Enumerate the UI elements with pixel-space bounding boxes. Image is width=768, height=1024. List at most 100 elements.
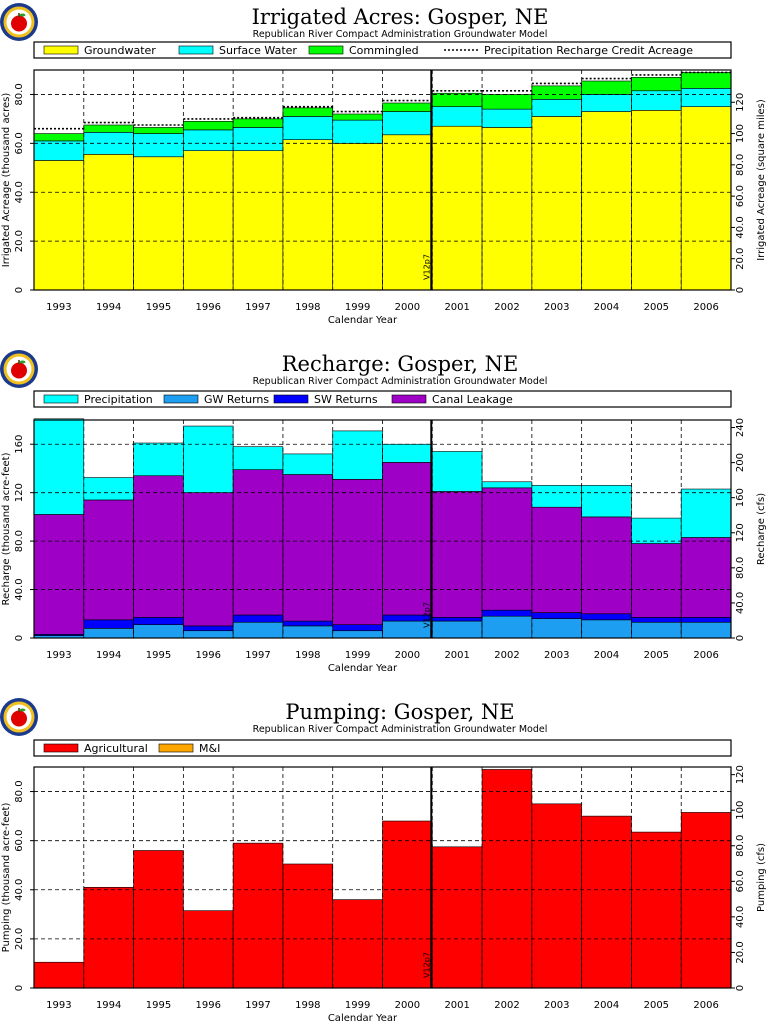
bar-segment-gw-returns	[431, 620, 483, 639]
legend-label: SW Returns	[314, 393, 378, 406]
bar-segment-surface-water	[531, 99, 582, 117]
logo-apple-stem	[18, 708, 20, 712]
bar-segment-groundwater	[431, 125, 483, 291]
bar-segment-gw-returns	[83, 628, 134, 639]
y-right-tick-label: 160	[735, 488, 746, 507]
apple-logo-icon	[0, 698, 38, 736]
y-right-tick-label: 80.0	[735, 154, 746, 176]
x-tick-label: 1996	[196, 1000, 221, 1011]
bar-segment-precipitation	[680, 488, 732, 538]
bar-segment-precipitation	[382, 443, 433, 463]
x-tick-label: 2002	[494, 1000, 519, 1011]
y-right-tick-label: 20.0	[735, 941, 746, 963]
bar-segment-canal-leakage	[33, 514, 85, 635]
bar-segment-sw-returns	[282, 620, 334, 627]
legend-label: Precipitation	[84, 393, 153, 406]
x-tick-label: 2006	[693, 302, 718, 313]
bar-segment-commingled	[183, 121, 234, 131]
bar-segment-gw-returns	[183, 630, 234, 639]
y-right-tick-label: 200	[735, 453, 746, 472]
x-tick-label: 2005	[644, 302, 669, 313]
x-tick-label: 1999	[345, 302, 370, 313]
bar-segment-commingled	[332, 113, 383, 121]
bar-segment-agricultural	[481, 769, 533, 989]
legend-label: Canal Leakage	[432, 393, 513, 406]
y-right-tick-label: 0	[735, 635, 746, 641]
bar-segment-canal-leakage	[332, 479, 383, 625]
bar-segment-commingled	[431, 92, 483, 107]
bar-segment-gw-returns	[332, 630, 383, 639]
logo-apple-leaf	[19, 360, 26, 364]
y-right-tick-label: 60.0	[735, 185, 746, 207]
logo-apple	[11, 710, 27, 727]
bar-segment-groundwater	[332, 143, 383, 291]
bar-segment-surface-water	[431, 106, 483, 127]
x-tick-label: 1997	[245, 650, 270, 661]
logo-apple	[11, 15, 27, 32]
x-tick-label: 1994	[96, 650, 121, 661]
y-right-tick-label: 120	[735, 765, 746, 784]
y-tick-label: 80.0	[14, 780, 25, 802]
y-axis-label-right: Irrigated Acreage (square miles)	[756, 99, 767, 261]
bar-segment-agricultural	[680, 812, 732, 989]
legend-label: GW Returns	[204, 393, 269, 406]
bar-segment-commingled	[282, 107, 334, 117]
y-tick-label: 120	[14, 483, 25, 502]
y-tick-label: 0	[14, 635, 25, 641]
y-tick-label: 20.0	[14, 928, 25, 950]
bar-segment-precipitation	[531, 485, 582, 508]
x-tick-label: 2001	[444, 1000, 469, 1011]
bar-segment-gw-returns	[133, 624, 184, 639]
legend-label: Agricultural	[84, 742, 148, 755]
x-tick-label: 1997	[245, 302, 270, 313]
bar-segment-commingled	[581, 80, 632, 95]
bar-segment-precipitation	[83, 477, 134, 501]
y-right-tick-label: 40.0	[735, 906, 746, 928]
x-tick-label: 1996	[196, 302, 221, 313]
bar-segment-sw-returns	[481, 609, 533, 617]
x-tick-label: 1995	[146, 1000, 171, 1011]
bar-segment-commingled	[631, 77, 682, 92]
x-tick-label: 1999	[345, 650, 370, 661]
y-tick-label: 60.0	[14, 830, 25, 852]
logo-apple	[11, 362, 27, 379]
x-tick-label: 2001	[444, 302, 469, 313]
legend-swatch	[43, 394, 79, 404]
x-tick-label: 1995	[146, 302, 171, 313]
legend-swatch	[158, 743, 194, 753]
x-tick-label: 1998	[295, 650, 320, 661]
bar-segment-agricultural	[83, 887, 134, 989]
bar-segment-surface-water	[33, 140, 85, 161]
bar-segment-sw-returns	[232, 614, 284, 623]
legend-box	[33, 390, 732, 408]
bar-segment-gw-returns	[282, 625, 334, 639]
x-tick-label: 2002	[494, 650, 519, 661]
x-tick-label: 2002	[494, 302, 519, 313]
x-tick-label: 2005	[644, 1000, 669, 1011]
bar-segment-canal-leakage	[133, 475, 184, 618]
y-tick-label: 40.0	[14, 879, 25, 901]
legend-swatch	[308, 45, 344, 55]
bar-segment-sw-returns	[133, 617, 184, 625]
x-tick-label: 2004	[594, 650, 619, 661]
y-right-tick-label: 20.0	[735, 248, 746, 270]
bar-segment-commingled	[680, 72, 732, 89]
y-right-tick-label: 40.0	[735, 592, 746, 614]
bar-segment-surface-water	[232, 127, 284, 151]
bar-segment-precipitation	[631, 517, 682, 544]
y-tick-label: 40.0	[14, 181, 25, 203]
chart-title: Irrigated Acres: Gosper, NE	[252, 5, 549, 29]
logo-apple-leaf	[19, 13, 26, 17]
bar-segment-canal-leakage	[232, 469, 284, 616]
bar-segment-groundwater	[531, 116, 582, 291]
bar-segment-canal-leakage	[481, 487, 533, 611]
bar-segment-precipitation	[332, 430, 383, 480]
legend-box	[33, 739, 732, 757]
y-tick-label: 40.0	[14, 578, 25, 600]
bar-segment-groundwater	[33, 160, 85, 291]
apple-logo-icon	[0, 350, 38, 388]
bar-segment-canal-leakage	[282, 474, 334, 622]
bar-segment-agricultural	[382, 820, 433, 989]
